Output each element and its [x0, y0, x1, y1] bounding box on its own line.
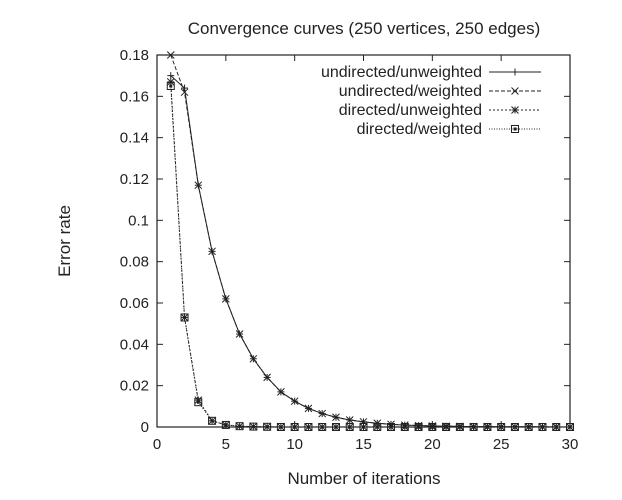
- point-s3-16: [387, 423, 396, 431]
- legend-marker-3: [511, 125, 519, 133]
- y-tick-label-9: 0.18: [120, 47, 149, 64]
- point-s1-7: [263, 373, 271, 382]
- y-tick-label-8: 0.16: [120, 88, 149, 105]
- point-s3-6: [249, 422, 258, 431]
- point-s3-28: [552, 423, 561, 431]
- point-s3-3: [208, 416, 217, 425]
- series-line-3: [170, 85, 570, 428]
- point-s1-11: [318, 409, 327, 418]
- legend-marker-0: [511, 68, 519, 76]
- point-s3-1: [180, 313, 189, 322]
- y-axis-label: Error rate: [55, 205, 74, 277]
- point-s1-6: [249, 354, 258, 363]
- x-tick-label-3: 15: [355, 436, 372, 453]
- point-s3-10: [304, 423, 313, 431]
- point-s3-22: [469, 423, 478, 431]
- point-s1-2: [194, 181, 203, 190]
- legend: undirected/unweighted undirected/weighted…: [321, 64, 541, 138]
- x-tick-label-6: 30: [562, 436, 579, 453]
- series-layer: [166, 51, 574, 431]
- legend-label-1: undirected/weighted: [339, 83, 482, 100]
- x-tick-label-5: 25: [493, 436, 510, 453]
- point-s3-2: [194, 398, 203, 407]
- point-s3-20: [442, 423, 451, 431]
- legend-marker-2: [511, 106, 519, 114]
- point-s3-17: [400, 423, 409, 431]
- point-s0-0: [167, 72, 175, 80]
- point-s3-5: [235, 422, 244, 431]
- axis-ticks: 0 5 10 15 20 25 30 0 0.02 0.04 0.06 0.08 0.1 0.12 0.14…: [120, 47, 579, 453]
- point-s3-12: [331, 423, 340, 431]
- y-tick-label-7: 0.14: [120, 130, 149, 147]
- y-tick-label-4: 0.08: [120, 254, 149, 271]
- point-s3-9: [290, 423, 299, 431]
- x-tick-label-4: 20: [424, 436, 441, 453]
- x-tick-label-2: 10: [286, 436, 303, 453]
- x-axis-label: Number of iterations: [287, 469, 440, 488]
- point-s3-15: [373, 423, 382, 431]
- point-s3-19: [428, 423, 437, 431]
- point-s1-0: [166, 51, 175, 59]
- point-s1-10: [304, 404, 313, 413]
- point-s3-24: [497, 423, 506, 431]
- point-s3-4: [221, 420, 230, 429]
- point-s1-4: [221, 295, 230, 303]
- point-s1-1: [180, 88, 189, 97]
- point-s3-29: [566, 423, 574, 431]
- point-s3-27: [538, 423, 547, 431]
- point-s3-14: [359, 423, 368, 431]
- legend-label-2: directed/unweighted: [339, 102, 482, 119]
- point-s3-25: [510, 423, 519, 431]
- point-s1-13: [345, 416, 354, 424]
- y-tick-label-0: 0: [141, 419, 149, 436]
- point-s3-8: [276, 423, 285, 431]
- point-s3-23: [483, 423, 492, 431]
- legend-marker-1: [511, 87, 519, 95]
- y-tick-label-2: 0.04: [120, 336, 149, 353]
- point-s3-7: [263, 422, 272, 431]
- point-s0-1: [181, 84, 189, 92]
- x-tick-label-0: 0: [153, 436, 161, 453]
- chart-title: Convergence curves (250 vertices, 250 ed…: [188, 19, 540, 38]
- y-tick-label-1: 0.02: [120, 378, 149, 395]
- point-s3-13: [345, 423, 354, 431]
- point-s1-5: [235, 330, 244, 338]
- point-s1-9: [290, 397, 299, 406]
- point-s2-0: [166, 78, 175, 86]
- point-s3-21: [455, 423, 464, 431]
- x-tick-label-1: 5: [222, 436, 230, 453]
- point-s1-8: [277, 388, 285, 396]
- point-s3-26: [524, 423, 533, 431]
- legend-label-0: undirected/unweighted: [321, 64, 482, 81]
- legend-label-3: directed/weighted: [357, 121, 482, 138]
- point-s3-18: [414, 423, 423, 431]
- point-s3-0: [166, 82, 175, 90]
- point-s1-12: [332, 413, 340, 422]
- point-s1-3: [208, 247, 216, 256]
- y-tick-label-6: 0.12: [120, 171, 149, 188]
- point-s3-11: [318, 423, 327, 431]
- y-tick-label-3: 0.06: [120, 295, 149, 312]
- y-tick-label-5: 0.1: [128, 212, 149, 229]
